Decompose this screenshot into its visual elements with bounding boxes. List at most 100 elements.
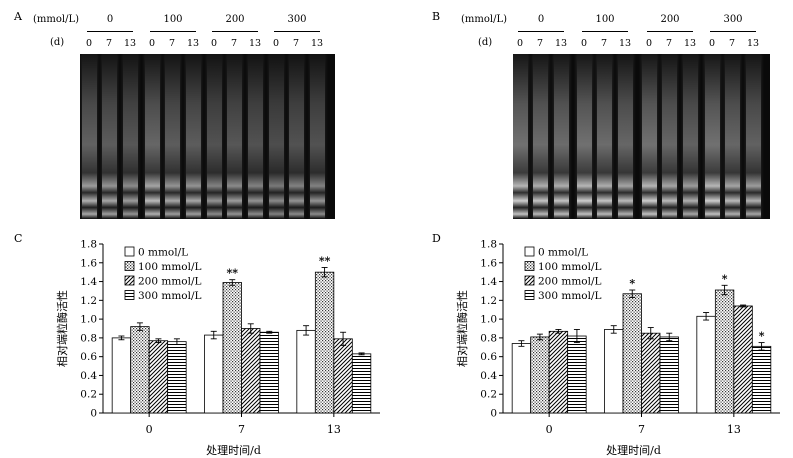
- bar: [604, 329, 624, 414]
- bar: [641, 332, 661, 414]
- legend-swatch: [524, 290, 535, 300]
- group-bracket-line: [518, 31, 564, 32]
- y-tick-label: 0.6: [480, 351, 497, 363]
- significance-marker: *: [759, 330, 765, 343]
- gel-lane: [186, 54, 201, 219]
- bar: [333, 338, 353, 414]
- day-label-7: 7: [168, 38, 176, 49]
- bar: [167, 341, 187, 414]
- gel-lane: [746, 54, 761, 219]
- legend-label: 200 mmol/L: [538, 276, 602, 288]
- gel-lane: [533, 54, 548, 219]
- y-tick-label: 1.8: [80, 239, 97, 251]
- x-axis-title: 处理时间/d: [206, 444, 261, 457]
- day-label-7: 7: [600, 38, 608, 49]
- y-tick-label: 1.6: [480, 257, 497, 269]
- conc-label-0: 0: [106, 14, 114, 25]
- gel-lane: [618, 54, 633, 219]
- legend-label: 100 mmol/L: [138, 261, 202, 273]
- x-tick-label: 13: [327, 423, 341, 436]
- chart-c: 0 0.2 0.4 0.6 0.8 1.0 1.2 1.4 1.6 1.8 0 7 13 ** ** 处理时间…: [55, 239, 380, 457]
- x-tick-label: 13: [727, 423, 741, 436]
- gel-image-b: [513, 54, 770, 219]
- bar: [351, 353, 372, 414]
- group-bracket-line: [87, 31, 133, 32]
- day-label-7: 7: [105, 38, 113, 49]
- day-label-13: 13: [746, 38, 760, 49]
- gel-lane: [705, 54, 720, 219]
- conc-label-300: 300: [287, 14, 307, 25]
- day-label-7: 7: [665, 38, 673, 49]
- gel-lane: [82, 54, 97, 219]
- gel-lane: [642, 54, 657, 219]
- conc-label-300: 300: [723, 14, 743, 25]
- gel-lane: [165, 54, 180, 219]
- conc-label-0: 0: [537, 14, 545, 25]
- significance-marker: *: [629, 277, 635, 290]
- legend-label: 300 mmol/L: [138, 290, 202, 302]
- bar: [314, 271, 335, 414]
- day-label-13: 13: [618, 38, 632, 49]
- group-bracket-line: [582, 31, 628, 32]
- y-tick-label: 0.2: [480, 389, 497, 401]
- bar: [259, 331, 279, 414]
- bar: [241, 328, 261, 414]
- day-label-13: 13: [683, 38, 697, 49]
- y-tick-label: 1.4: [480, 276, 497, 288]
- y-tick-label: 0: [490, 408, 497, 420]
- y-tick-label: 1.8: [480, 239, 497, 251]
- day-label-0: 0: [85, 38, 93, 49]
- bar: [696, 315, 716, 414]
- legend-label: 200 mmol/L: [138, 276, 202, 288]
- panel-b-letter: B: [432, 10, 441, 23]
- day-label-7: 7: [536, 38, 544, 49]
- gel-image-a: [80, 54, 335, 219]
- day-label-7: 7: [230, 38, 238, 49]
- gel-lane: [248, 54, 263, 219]
- panel-a-conc-label: (mmol/L): [33, 14, 79, 25]
- conc-label-200: 200: [660, 14, 680, 25]
- bar: [751, 345, 772, 414]
- gel-lane: [554, 54, 569, 219]
- legend-label: 100 mmol/L: [538, 261, 602, 273]
- day-label-0: 0: [516, 38, 524, 49]
- group-bracket-line: [274, 31, 320, 32]
- legend-label: 300 mmol/L: [538, 290, 602, 302]
- y-tick-label: 0.6: [80, 351, 97, 363]
- legend-label: 0 mmol/L: [138, 247, 188, 259]
- legend-swatch: [124, 261, 135, 271]
- bar: [548, 330, 569, 414]
- x-tick-label: 0: [546, 423, 553, 436]
- y-tick-label: 1.2: [480, 295, 497, 307]
- gel-lane: [145, 54, 160, 219]
- bar: [567, 335, 587, 414]
- conc-label-100: 100: [163, 14, 183, 25]
- y-tick-label: 1.4: [80, 276, 97, 288]
- day-label-13: 13: [248, 38, 262, 49]
- day-label-13: 13: [123, 38, 137, 49]
- group-bracket-line: [150, 31, 196, 32]
- gel-lane: [513, 54, 528, 219]
- y-axis-title: 相对端粒酶活性: [455, 290, 469, 367]
- gel-lane: [725, 54, 740, 219]
- conc-label-100: 100: [595, 14, 615, 25]
- x-tick-label: 7: [638, 423, 645, 436]
- panel-a-day-label: (d): [50, 37, 65, 48]
- x-axis-title: 处理时间/d: [606, 444, 661, 457]
- bar: [622, 293, 642, 414]
- y-tick-label: 0.8: [80, 332, 97, 344]
- gel-lane: [310, 54, 325, 219]
- gel-lane: [683, 54, 698, 219]
- gel-lane: [577, 54, 592, 219]
- gel-lane: [123, 54, 138, 219]
- day-label-0: 0: [272, 38, 280, 49]
- significance-marker: **: [226, 267, 238, 280]
- bar: [204, 334, 224, 414]
- gel-lane: [207, 54, 222, 219]
- gel-lane: [102, 54, 117, 219]
- legend-label: 0 mmol/L: [538, 247, 588, 259]
- significance-marker: *: [722, 272, 728, 285]
- x-tick-label: 0: [146, 423, 153, 436]
- panel-a-letter: A: [14, 10, 22, 23]
- legend-swatch: [124, 246, 135, 257]
